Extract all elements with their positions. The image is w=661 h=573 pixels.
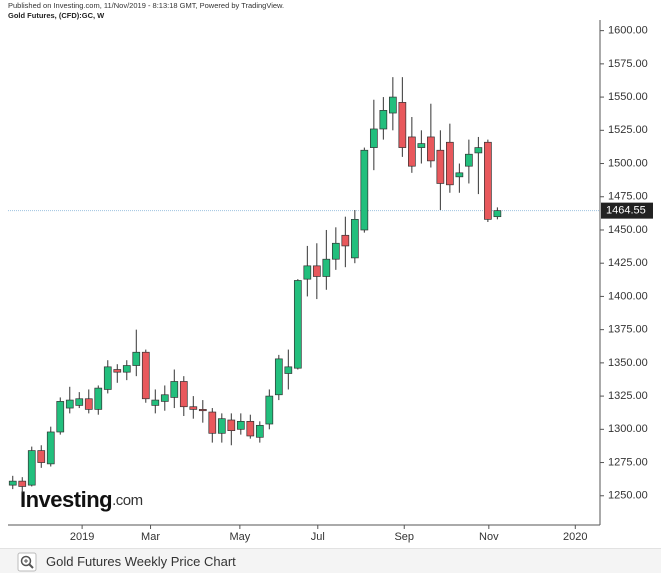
- caption-bar: Gold Futures Weekly Price Chart: [0, 548, 661, 573]
- last-price-box: [601, 202, 653, 219]
- symbol-label: Gold Futures, (CFD):GC, W: [8, 11, 105, 20]
- chart: Published on Investing.com, 11/Nov/2019 …: [8, 1, 653, 543]
- candle-body: [274, 358, 283, 396]
- candle-body: [293, 280, 302, 369]
- candle-body: [265, 395, 274, 425]
- candle-body: [255, 424, 264, 438]
- y-tick-label: 1300.00: [608, 423, 648, 435]
- x-tick-label: 2020: [563, 531, 587, 543]
- x-tick-label: Sep: [394, 531, 414, 543]
- candle-body: [132, 351, 141, 366]
- candle-body: [160, 394, 169, 402]
- y-tick-label: 1350.00: [608, 357, 648, 369]
- candle-body: [227, 419, 236, 431]
- candle-body: [341, 234, 350, 247]
- candle-body: [56, 401, 65, 433]
- x-tick-label: Jul: [311, 531, 325, 543]
- candle-body: [284, 366, 293, 374]
- candle-body: [360, 149, 369, 231]
- y-tick-label: 1325.00: [608, 390, 648, 402]
- candle-body: [331, 242, 340, 260]
- candle-body: [37, 450, 46, 463]
- candle-body: [484, 141, 492, 220]
- published-note: Published on Investing.com, 11/Nov/2019 …: [8, 1, 284, 10]
- candle-body: [189, 406, 198, 410]
- plot: 1250.00 1275.00 1300.00 1325.00 1350.00 1375.…: [8, 25, 653, 543]
- y-tick-label: 1575.00: [608, 58, 648, 70]
- candle-body: [246, 420, 255, 437]
- logo-name: Investing: [20, 487, 112, 512]
- y-tick-label: 1400.00: [608, 290, 648, 302]
- candle-body: [427, 136, 435, 162]
- candle-body: [141, 351, 150, 400]
- candle-body: [455, 172, 464, 178]
- candle-body: [493, 210, 502, 218]
- candle-body: [170, 381, 179, 398]
- y-tick-label: 1600.00: [608, 25, 648, 37]
- candle-body: [417, 143, 426, 148]
- candle-body: [217, 418, 226, 434]
- y-tick-label: 1525.00: [608, 124, 648, 136]
- x-tick-label: May: [229, 531, 250, 543]
- candle-body: [236, 420, 245, 430]
- candle-body: [94, 387, 103, 410]
- y-tick-label: 1250.00: [608, 490, 648, 502]
- candle-body: [151, 399, 160, 406]
- candle-body: [103, 366, 112, 390]
- logo: Investing.com: [20, 487, 143, 512]
- zoom-icon[interactable]: [17, 552, 37, 572]
- candle-body: [408, 136, 416, 167]
- candle-body: [75, 398, 84, 406]
- x-tick-label: Nov: [479, 531, 499, 543]
- last-price-label: 1464.55: [606, 205, 646, 217]
- candle-body: [446, 141, 454, 186]
- candle-body: [46, 431, 55, 465]
- candle-body: [350, 218, 359, 259]
- candle-body: [369, 128, 378, 148]
- y-tick-label: 1475.00: [608, 191, 648, 203]
- y-tick-label: 1450.00: [608, 224, 648, 236]
- x-tick-label: 2019: [70, 531, 94, 543]
- y-tick-label: 1550.00: [608, 91, 648, 103]
- candle-body: [65, 399, 74, 409]
- candle-body: [379, 110, 388, 130]
- candle-body: [84, 398, 93, 410]
- candle-body: [398, 102, 407, 148]
- candle-body: [198, 409, 207, 412]
- candle-body: [179, 381, 188, 408]
- y-tick-label: 1425.00: [608, 257, 648, 269]
- candle-body: [474, 147, 483, 154]
- caption: Gold Futures Weekly Price Chart: [46, 554, 236, 569]
- candle-body: [322, 258, 331, 277]
- logo-suffix: .com: [112, 492, 143, 509]
- candle-body: [465, 153, 473, 167]
- candle-body: [303, 265, 312, 280]
- y-tick-label: 1375.00: [608, 324, 648, 336]
- y-tick-label: 1275.00: [608, 456, 648, 468]
- candle-body: [8, 480, 17, 486]
- candle-body: [18, 480, 27, 487]
- candle-body: [436, 149, 445, 184]
- candle-body: [122, 365, 131, 373]
- y-tick-label: 1500.00: [608, 157, 648, 169]
- x-tick-label: Mar: [141, 531, 160, 543]
- candle-body: [113, 369, 122, 373]
- candle-body: [208, 411, 217, 434]
- candle-body: [312, 265, 321, 277]
- candle-body: [27, 450, 36, 486]
- candle-body: [388, 96, 397, 114]
